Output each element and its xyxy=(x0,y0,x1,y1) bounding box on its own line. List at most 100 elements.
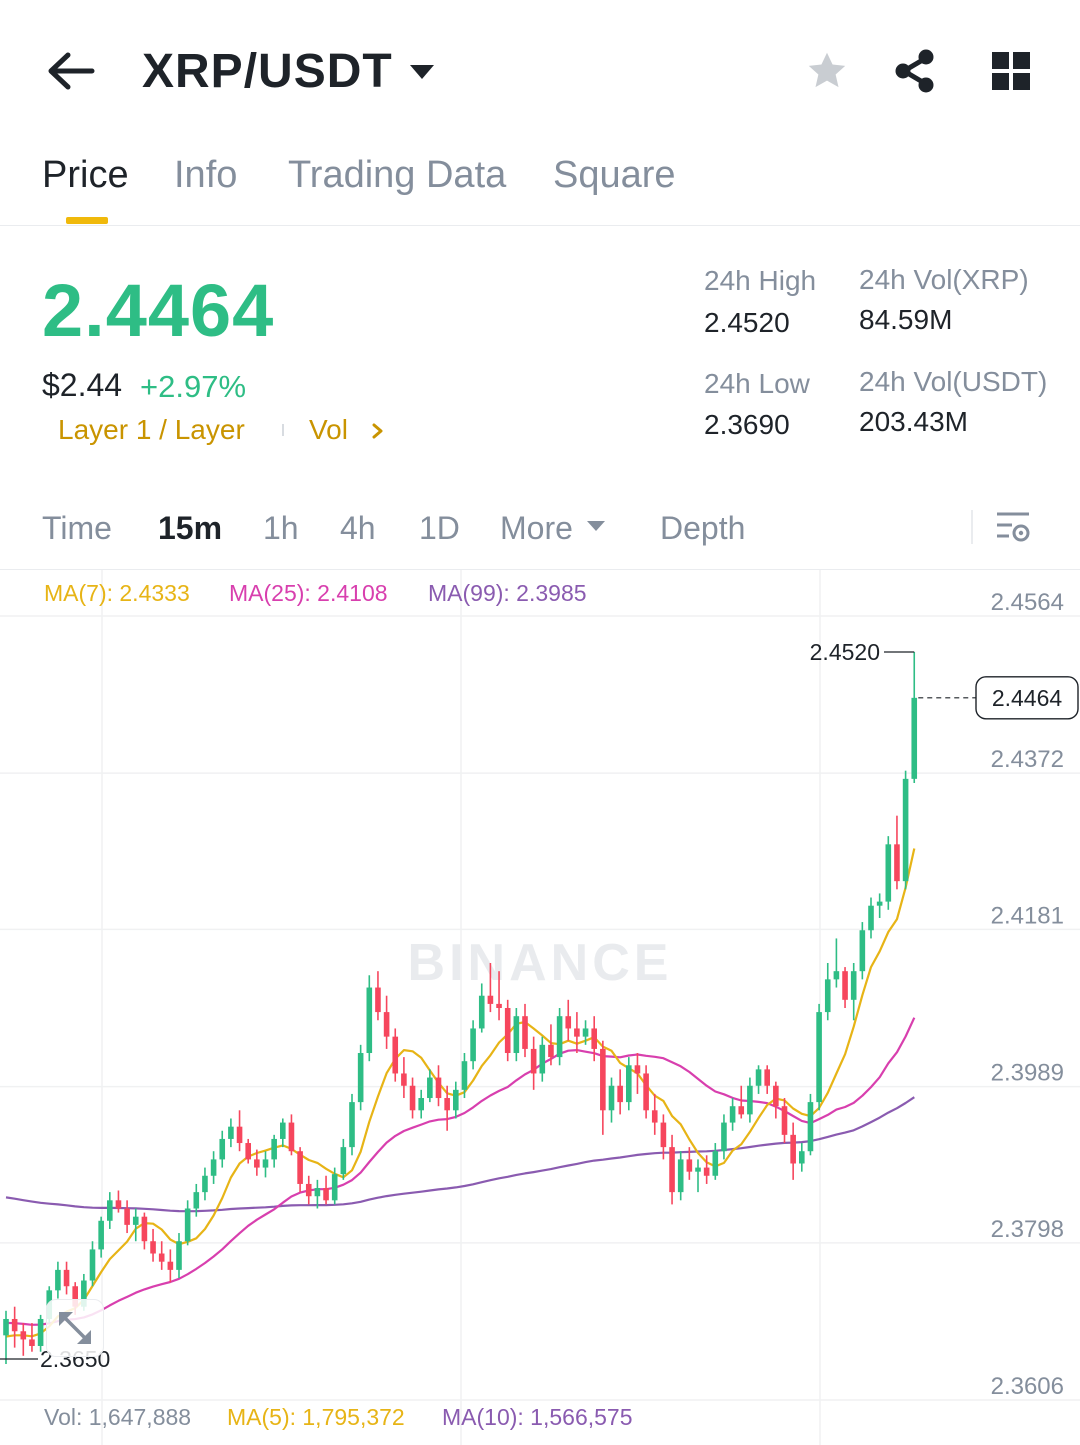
candle xyxy=(392,1028,399,1082)
more-dropdown-caret-icon[interactable] xyxy=(586,519,606,533)
candle xyxy=(574,1012,580,1054)
candle-body xyxy=(695,1167,701,1172)
candle-body xyxy=(842,971,848,1000)
candle-body xyxy=(764,1069,770,1086)
candle xyxy=(755,1065,762,1094)
candle xyxy=(55,1261,61,1299)
candle-body xyxy=(729,1106,736,1123)
candle-body xyxy=(141,1216,148,1242)
candle xyxy=(842,967,848,1008)
grid-menu-icon[interactable] xyxy=(990,50,1032,92)
favorite-star-icon[interactable] xyxy=(804,48,850,94)
candle xyxy=(885,836,892,910)
candle xyxy=(582,1020,589,1045)
candle xyxy=(790,1122,796,1180)
timeframe-depth[interactable]: Depth xyxy=(660,510,746,546)
candle-body xyxy=(548,1044,554,1058)
back-arrow-icon[interactable] xyxy=(46,48,96,94)
candle xyxy=(297,1147,303,1193)
timeframe-4h[interactable]: 4h xyxy=(340,510,376,546)
candle xyxy=(20,1323,27,1356)
y-axis-tick-label: 2.3989 xyxy=(991,1060,1064,1087)
candle xyxy=(824,962,831,1021)
candle-body xyxy=(565,1016,572,1029)
candle-body xyxy=(280,1122,286,1139)
candle-body xyxy=(703,1167,710,1176)
candle xyxy=(487,962,494,1013)
candle-body xyxy=(288,1122,295,1152)
candle xyxy=(444,1085,450,1131)
candle-body xyxy=(193,1192,200,1209)
candle xyxy=(228,1118,234,1148)
candle-body xyxy=(366,987,373,1054)
stat-24h-vol-base-label: 24h Vol(XRP) xyxy=(859,264,1029,295)
candle-body xyxy=(236,1126,243,1144)
candle-body xyxy=(323,1188,329,1201)
fullscreen-button[interactable] xyxy=(46,1299,104,1357)
stat-24h-high-value: 2.4520 xyxy=(704,307,790,338)
candle-body xyxy=(453,1089,459,1111)
candle-body xyxy=(375,987,381,1013)
chart-settings-icon[interactable] xyxy=(994,509,1032,545)
candle-body xyxy=(72,1286,78,1307)
candle-body xyxy=(816,1012,822,1103)
candle xyxy=(850,962,857,1021)
candle xyxy=(418,1089,424,1119)
price-change-percent: +2.97% xyxy=(140,369,247,404)
candle xyxy=(236,1110,243,1152)
candle-body xyxy=(29,1339,35,1346)
category-tag-vol[interactable]: Vol xyxy=(309,414,348,445)
trading-pair-title[interactable]: XRP/USDT xyxy=(142,45,393,98)
candle-body xyxy=(176,1241,182,1270)
candle-body xyxy=(297,1151,303,1184)
share-icon[interactable] xyxy=(892,48,938,94)
candle-body xyxy=(271,1138,277,1160)
candle-body xyxy=(461,1061,468,1090)
timeframe-1d[interactable]: 1D xyxy=(419,510,460,546)
candle-body xyxy=(824,979,831,1013)
candle xyxy=(314,1179,321,1209)
tab-trading-data[interactable]: Trading Data xyxy=(288,154,507,196)
timeframe-more[interactable]: More xyxy=(500,510,573,546)
timeframe-1h[interactable]: 1h xyxy=(263,510,299,546)
timeframe-time[interactable]: Time xyxy=(42,510,112,546)
candle-body xyxy=(513,1016,520,1054)
candle xyxy=(262,1151,269,1178)
timeframe-separator xyxy=(971,510,973,544)
tab-info[interactable]: Info xyxy=(174,154,238,196)
candle xyxy=(799,1143,805,1172)
candle-body xyxy=(868,905,874,931)
candle xyxy=(409,1077,416,1119)
candle-body xyxy=(184,1208,191,1242)
tag-separator xyxy=(282,424,284,436)
candle-body xyxy=(314,1188,321,1197)
candle xyxy=(98,1216,104,1258)
candle-body xyxy=(496,1003,502,1008)
ma25-legend: MA(25): 2.4108 xyxy=(229,580,388,606)
timeframe-15m[interactable]: 15m xyxy=(158,510,223,546)
candle-body xyxy=(124,1208,130,1225)
watermark-text: BINANCE xyxy=(408,934,673,992)
candle xyxy=(548,1024,554,1066)
chevron-right-icon[interactable] xyxy=(370,421,386,441)
candle-body xyxy=(522,1016,528,1049)
candle-body xyxy=(167,1261,174,1270)
candlestick-chart[interactable]: BINANCE 2.4564 2.4372 2.4181 2.3989 2.3798 2.… xyxy=(0,570,1080,1445)
candle xyxy=(530,1036,537,1090)
y-axis-tick-label: 2.3606 xyxy=(991,1373,1064,1400)
candle-body xyxy=(902,778,909,882)
candle-body xyxy=(747,1085,753,1115)
category-tag-layer[interactable]: Layer 1 / Layer xyxy=(58,414,245,445)
pair-dropdown-caret-icon[interactable] xyxy=(408,62,436,82)
tab-square[interactable]: Square xyxy=(553,154,676,196)
candle-body xyxy=(643,1073,649,1111)
candle-body xyxy=(556,1016,563,1058)
y-axis-tick-label: 2.3798 xyxy=(991,1216,1064,1243)
volume-ma5-legend: MA(5): 1,795,372 xyxy=(227,1404,405,1430)
ma99-line xyxy=(5,1096,915,1213)
candle xyxy=(565,999,572,1041)
candle xyxy=(496,971,502,1021)
candle xyxy=(132,1208,139,1242)
tab-price[interactable]: Price xyxy=(42,154,129,196)
candle-body xyxy=(262,1159,269,1168)
